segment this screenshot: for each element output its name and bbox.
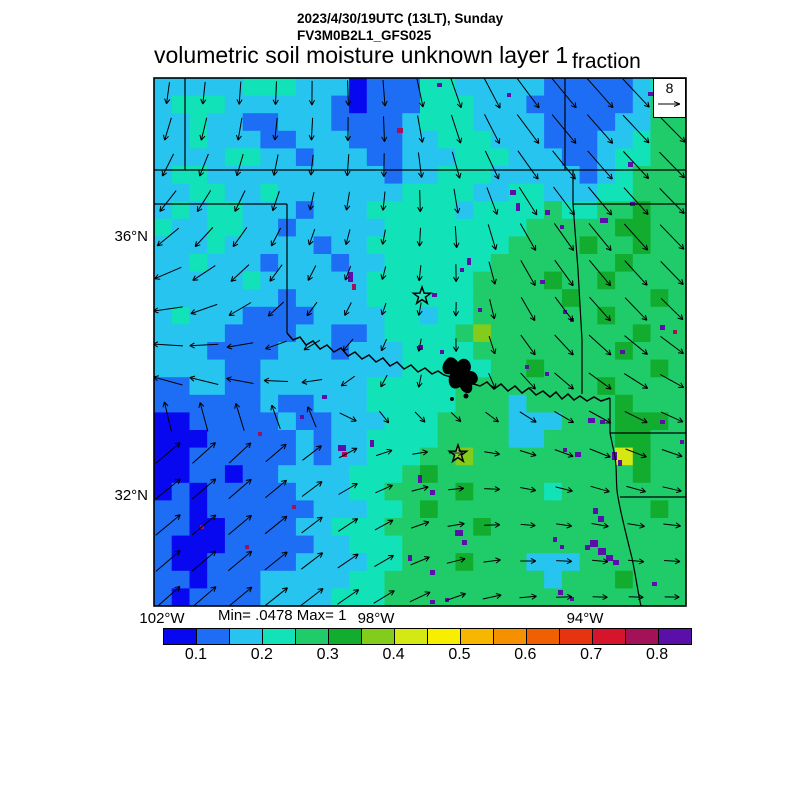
min-max-label: Min= .0478 Max= 1 bbox=[218, 607, 347, 624]
colorbar-tick-label: 0.3 bbox=[316, 646, 339, 663]
map-layers bbox=[154, 78, 686, 606]
wind-reference-arrow-icon bbox=[658, 101, 681, 107]
colorbar-segment bbox=[560, 629, 593, 644]
colorbar-segment bbox=[659, 629, 691, 644]
wind-arrows bbox=[154, 78, 686, 606]
wind-reference-value: 8 bbox=[665, 80, 674, 96]
colorbar-segment bbox=[296, 629, 329, 644]
colorbar-segment bbox=[395, 629, 428, 644]
colorbar bbox=[163, 628, 692, 645]
colorbar-tick-label: 0.4 bbox=[382, 646, 405, 663]
colorbar-segment bbox=[164, 629, 197, 644]
map-frame bbox=[153, 77, 687, 607]
colorbar-segment bbox=[461, 629, 494, 644]
city-star-markers bbox=[411, 284, 469, 464]
colorbar-tick-label: 0.2 bbox=[250, 646, 273, 663]
state-borders bbox=[154, 78, 686, 606]
red-river bbox=[286, 332, 611, 402]
colorbar-segment bbox=[197, 629, 230, 644]
colorbar-segment bbox=[263, 629, 296, 644]
lat-axis-label: 36°N bbox=[114, 228, 148, 245]
unit-label: fraction bbox=[572, 50, 641, 73]
lon-axis-label: 94°W bbox=[566, 610, 604, 627]
valid-time-title: 2023/4/30/19UTC (13LT), Sunday bbox=[297, 11, 504, 26]
colorbar-tick-label: 0.6 bbox=[514, 646, 537, 663]
colorbar-segment bbox=[494, 629, 527, 644]
colorbar-segment bbox=[527, 629, 560, 644]
plot-title: volumetric soil moisture unknown layer 1 bbox=[154, 42, 569, 68]
colorbar-segment bbox=[626, 629, 659, 644]
colorbar-segment bbox=[362, 629, 395, 644]
lon-axis-label: 98°W bbox=[357, 610, 395, 627]
lon-axis-label: 102°W bbox=[139, 610, 185, 627]
colorbar-tick-label: 0.5 bbox=[448, 646, 471, 663]
soil-grid bbox=[154, 78, 686, 606]
lat-axis-label: 32°N bbox=[114, 487, 148, 504]
colorbar-tick-label: 0.7 bbox=[580, 646, 603, 663]
lake-blob bbox=[442, 357, 478, 394]
colorbar-segment bbox=[230, 629, 263, 644]
colorbar-segment bbox=[593, 629, 626, 644]
colorbar-tick-label: 0.1 bbox=[184, 646, 208, 663]
wind-reference-box: 8 bbox=[653, 78, 686, 118]
colorbar-tick-label: 0.8 bbox=[645, 646, 669, 663]
colorbar-segment bbox=[329, 629, 362, 644]
colorbar-segment bbox=[428, 629, 461, 644]
model-run-title: FV3M0B2L1_GFS025 bbox=[297, 28, 432, 43]
